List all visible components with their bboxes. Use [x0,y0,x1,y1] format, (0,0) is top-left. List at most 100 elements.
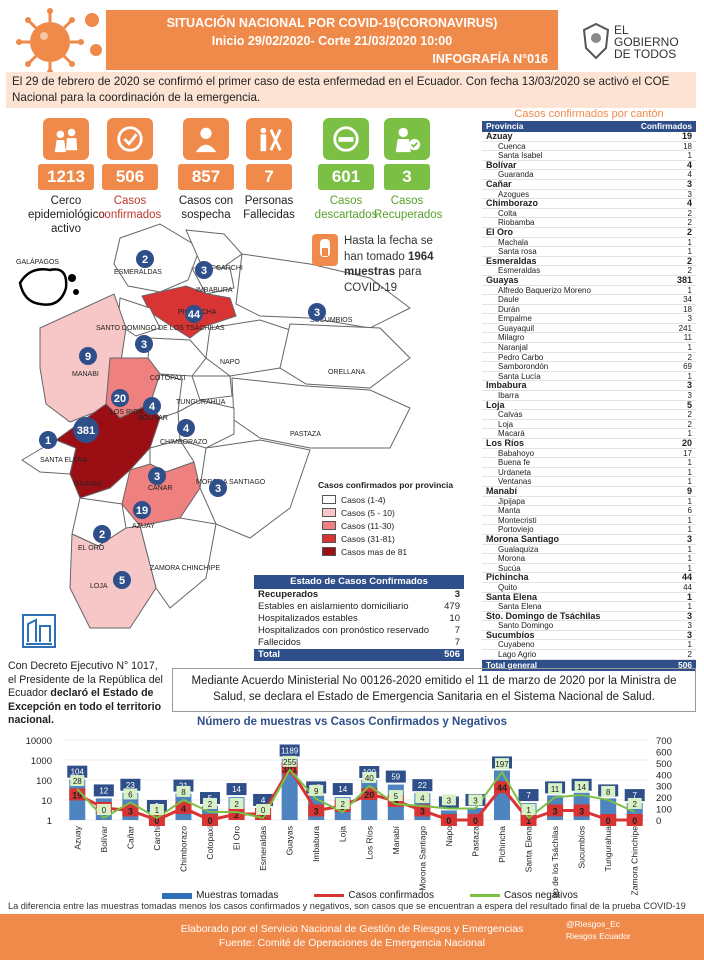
samples-label-box [93,784,114,797]
legend-swatch [322,521,336,530]
canton-row: Jipijapa 1 [482,497,696,507]
map-label-orellana: ORELLANA [328,369,366,376]
negative-marker [601,785,616,797]
canton-province-row: Sucumbíos 3 [482,630,696,641]
map-label-los-rios: LOS RIOS [110,409,143,416]
right-tick-label: 300 [656,782,672,793]
canton-province-row: Manabí 9 [482,485,696,497]
confirmed-marker [440,814,457,826]
canton-total-label: Total general [486,659,538,670]
minus-icon [323,118,369,160]
samples-value-label: 1189 [281,746,299,755]
canton-name: Loja [486,399,505,410]
canton-name: Los Ríos [486,438,525,448]
legend-negative-swatch [469,894,500,897]
estado-table: Estado de Casos Confirmados Recuperados 3… [254,575,464,661]
legend-item: Casos mas de 81 [322,545,468,558]
stat-value: 506 [102,164,158,190]
samples-value-label: 22 [418,781,427,790]
canton-name: Sucúa [498,563,521,573]
negative-marker [176,785,191,797]
canton-name: Santa Lucía [498,371,541,381]
samples-value-label: 23 [126,781,135,790]
map-labels: ESMERALDASCARCHIIMBABURAPICHINCHASUCUMBI… [16,257,366,590]
canton-name: Esmeraldas [486,255,537,266]
canton-row: Santa Isabel 1 [482,151,696,161]
canton-value: 44 [681,572,692,583]
footer-line2: Fuente: Comité de Operaciones de Emergen… [218,937,486,949]
negative-marker [415,791,430,803]
map-case-circle [308,303,326,321]
negative-value-label: 8 [606,788,611,797]
canton-province-row: Loja 5 [482,399,696,411]
canton-row: Calvas 2 [482,410,696,420]
estado-row-label: Hospitalizados con pronóstico reservado [258,625,430,636]
canton-value: 241 [678,323,692,333]
canton-row: Urdaneta 1 [482,468,696,478]
legend-samples: Muestras tomadas [162,890,278,901]
right-tick-label: 200 [656,793,672,804]
canton-value: 1 [687,602,692,612]
category-label: Los Ríos [364,826,374,860]
canton-value: 1 [687,343,692,353]
doctor-icon [183,118,229,160]
map-case-circle [39,431,57,449]
canton-value: 2 [687,650,692,660]
samples-label-box [226,783,247,796]
canton-value: 44 [683,582,692,592]
map-case-circle [133,501,151,519]
intro-text: El 29 de febrero de 2020 se confirmó el … [6,72,696,108]
estado-row-value: 10 [449,613,460,624]
negative-value-label: 1 [526,806,531,815]
legend-label: Casos (1-4) [341,494,386,505]
canton-row: Macará 1 [482,429,696,439]
confirmed-marker [175,801,192,814]
map-case-value: 381 [77,425,95,437]
legend-item: Casos (11-30) [322,519,468,532]
canton-name: Cañar [486,178,512,189]
lab-text: Hasta la fecha se han tomado 1964 muestr… [344,234,444,296]
negative-marker [521,804,536,815]
estado-row-value: 7 [454,625,460,636]
samples-value-label: 14 [338,785,347,794]
canton-value: 1 [687,496,692,506]
left-tick-label: 10 [41,796,52,807]
canton-name: Azuay [486,131,513,141]
map-label-imbabura: IMBABURA [196,287,233,294]
header-title: SITUACIÓN NACIONAL POR COVID-19(CORONAVI… [166,16,498,30]
category-label: Pastaza [470,826,480,857]
negative-marker [70,775,85,787]
samples-value-label: 7 [526,791,531,800]
province-tungurahua [191,375,233,401]
lab-sample-icon [312,234,338,266]
stat-3: 7 Personas Fallecidas [236,118,302,222]
negative-value-label: 0 [102,806,107,815]
twitter-handle[interactable]: @Riesgos_Ec [566,919,620,929]
canton-row: Portoviejo 1 [482,525,696,535]
estado-row: Hospitalizados con pronóstico reservado 7 [254,625,464,637]
canton-name: El Oro [486,226,514,237]
canton-value: 1 [687,544,692,554]
canton-row: Loja 2 [482,420,696,430]
stat-label: Casos confirmados [98,195,162,221]
estado-total-row: Total 506 [254,649,464,661]
right-tick-label: 400 [656,770,672,781]
category-label: Manabí [391,825,401,854]
negative-marker [627,797,642,809]
confirmed-value-label: 3 [553,806,558,816]
right-tick-label: 500 [656,759,672,770]
estado-row-value: 7 [454,637,460,648]
decree-icon [22,614,56,648]
canton-name: Bolívar [486,159,517,170]
canton-name: Manabí [486,485,518,496]
estado-row: Fallecidos 7 [254,637,464,649]
map-case-circle [136,250,154,268]
facebook-handle[interactable]: Riesgos Ecuador [566,931,631,941]
canton-row: Guayaquil 241 [482,324,696,334]
canton-value: 17 [683,448,692,458]
canton-value: 2 [687,352,692,362]
canton-row: Lago Agrio 2 [482,650,696,660]
category-label: Pichincha [497,826,507,863]
category-label: El Oro [232,826,242,850]
left-tick-label: 1 [47,816,52,827]
